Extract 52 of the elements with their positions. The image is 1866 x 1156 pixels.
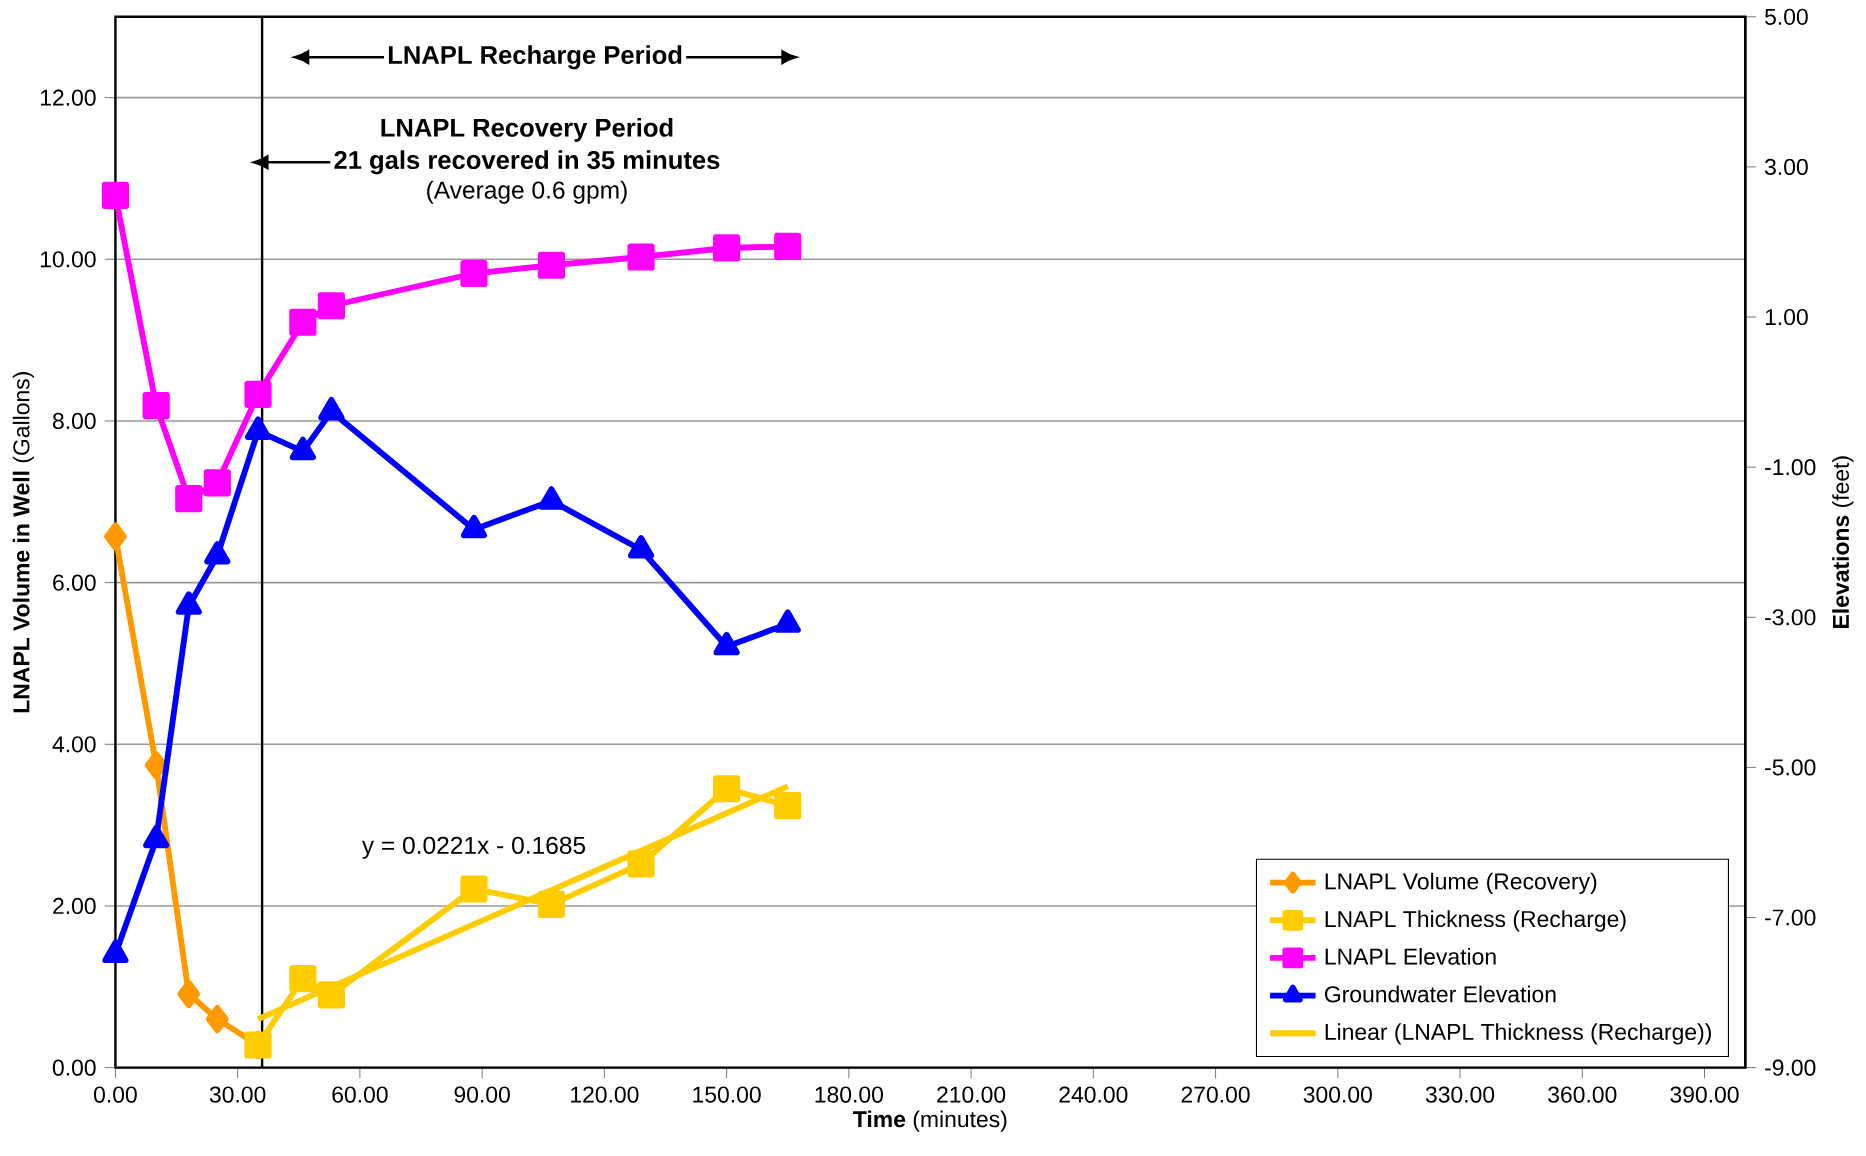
x-tick-label: 390.00 (1670, 1086, 1739, 1103)
point (774, 792, 802, 820)
y-tick-label: 2.00 (53, 897, 96, 915)
legend-label: LNAPL Elevation (1325, 948, 1496, 965)
y2-tick-label: -9.00 (1765, 1059, 1816, 1076)
x-axis-title: Time (minutes) (853, 1110, 1007, 1132)
x-tick-label: 90.00 (454, 1086, 510, 1103)
x-tick-label: 330.00 (1425, 1086, 1495, 1103)
y-tick-label: 10.00 (40, 251, 96, 268)
point (177, 980, 201, 1009)
x-tick-label: 360.00 (1548, 1086, 1617, 1103)
point (205, 1005, 229, 1034)
legend-label: LNAPL Thickness (Recharge) (1325, 910, 1626, 932)
y2-tick-label: 5.00 (1765, 8, 1808, 25)
point (460, 875, 488, 903)
x-tick-label: 60.00 (332, 1086, 388, 1103)
y2-tick-label: 3.00 (1764, 158, 1808, 176)
x-tick-label: 270.00 (1181, 1086, 1250, 1103)
y-tick-label: 0.00 (52, 1059, 96, 1076)
annotation: 21 gals recovered in 35 minutes (334, 150, 720, 175)
x-tick-label: 300.00 (1303, 1086, 1372, 1103)
y-tick-label: 12.00 (40, 89, 96, 106)
y2-tick-label: -3.00 (1765, 609, 1816, 626)
x-tick-label: 30.00 (209, 1086, 266, 1103)
x-tick-label: 210.00 (937, 1086, 1006, 1103)
point (627, 850, 655, 878)
point (713, 775, 741, 803)
y2-tick-label: -7.00 (1765, 909, 1816, 926)
y-axis-title: LNAPL Volume in Well (Gallons) (12, 372, 35, 713)
x-tick-label: 180.00 (815, 1086, 883, 1103)
legend-label: Groundwater Elevation (1325, 985, 1556, 1003)
x-tick-label: 120.00 (571, 1086, 639, 1103)
point (289, 965, 317, 993)
y2-tick-label: 1.00 (1765, 308, 1808, 326)
legend-label: LNAPL Volume (Recovery) (1325, 872, 1597, 895)
y2-axis-title: Elevations (feet) (1832, 456, 1854, 628)
x-tick-label: 0.00 (93, 1086, 137, 1103)
point (317, 981, 345, 1009)
y-tick-label: 4.00 (52, 736, 96, 753)
point (104, 522, 127, 551)
legend-label: Linear (LNAPL Thickness (Recharge)) (1325, 1023, 1711, 1045)
y2-tick-label: -1.00 (1765, 459, 1816, 476)
x-tick-label: 240.00 (1059, 1086, 1128, 1103)
annotation: y = 0.0221x - 0.1685 (361, 836, 586, 859)
point (537, 890, 565, 918)
y-tick-label: 6.00 (53, 574, 96, 591)
y-tick-label: 8.00 (52, 412, 96, 430)
annotation: (Average 0.6 gpm) (427, 180, 627, 204)
y2-tick-label: -5.00 (1765, 759, 1816, 776)
x-tick-label: 150.00 (693, 1086, 761, 1103)
annotation: LNAPL Recharge Period (388, 45, 682, 70)
annotation: LNAPL Recovery Period (381, 118, 673, 142)
